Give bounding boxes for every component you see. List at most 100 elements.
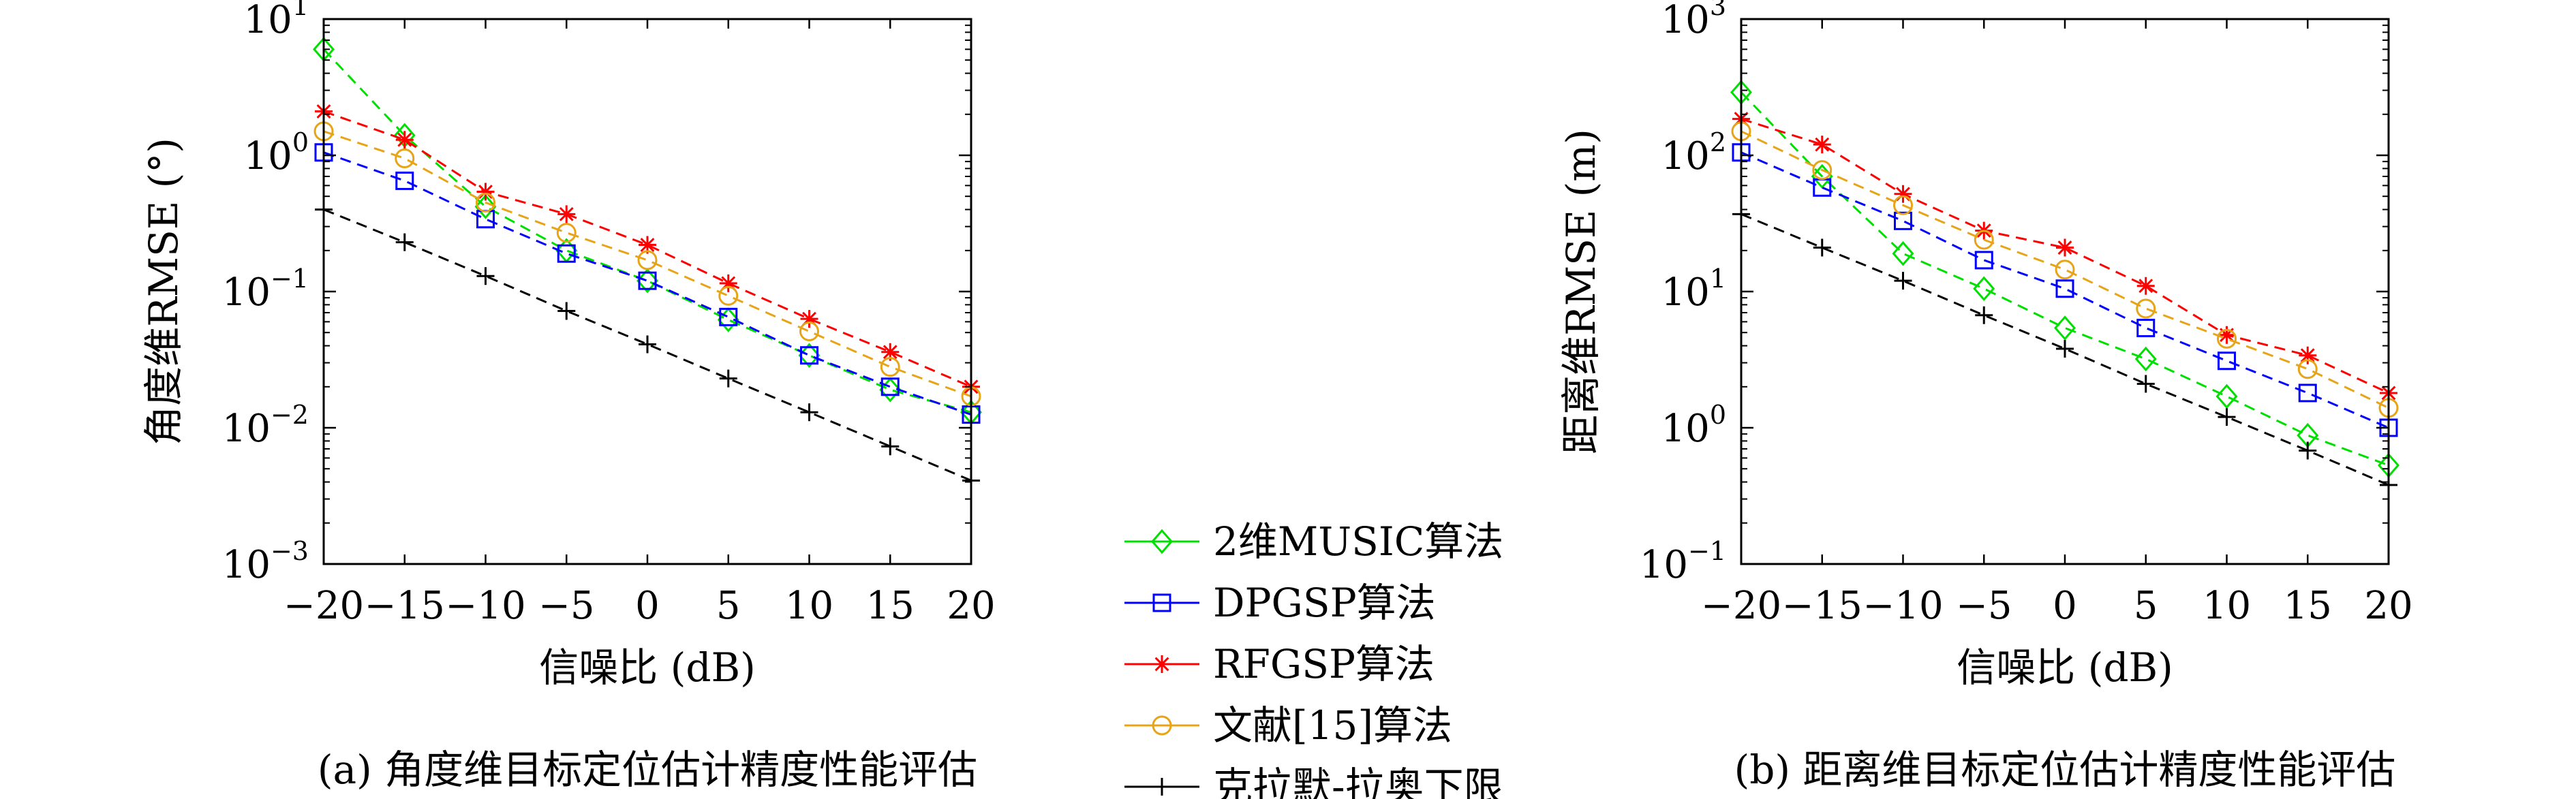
y-tick-exp-a-3: 0 [292, 127, 309, 157]
y-tick-base-b-0: 10 [1640, 543, 1688, 587]
y-tick-exp-a-1: −2 [271, 400, 309, 430]
y-tick-exp-a-4: 1 [292, 0, 309, 21]
data-point-a-4-4 [639, 335, 656, 354]
series-line-b-4 [1741, 213, 2389, 486]
y-tick-base-a-4: 10 [244, 0, 292, 42]
data-point-a-1-2 [476, 210, 495, 229]
data-point-b-3-6 [2217, 328, 2237, 349]
data-point-b-1-3 [1974, 251, 1993, 270]
x-tick-label-a-5: 5 [716, 584, 741, 628]
data-point-a-2-7 [881, 343, 900, 361]
y-tick-label-a-0: 10−3 [222, 536, 309, 587]
data-point-a-3-1 [395, 148, 415, 168]
data-point-a-2-4 [639, 236, 656, 254]
series-line-a-3 [323, 130, 972, 398]
data-point-b-2-6 [2218, 326, 2236, 344]
data-point-a-2-6 [800, 310, 818, 328]
series-line-b-0 [1740, 91, 2389, 467]
x-axis-label-b: 信噪比 (dB) [1957, 644, 2173, 691]
chart-panel-a: −20 −15 −10 −5 0 5 10 15 2010−310−210−1100101信噪比… [140, 0, 996, 793]
legend-marker-3 [1152, 715, 1172, 736]
x-tick-label-b-2: −10 [1862, 584, 1943, 628]
series-line-a-1 [323, 151, 972, 416]
legend-label-0: 2维MUSIC算法 [1213, 518, 1503, 565]
data-point-b-4-3 [1975, 306, 1993, 324]
data-point-b-3-1 [1812, 160, 1833, 181]
legend-marker-4 [1153, 778, 1171, 796]
data-point-a-3-4 [637, 250, 658, 270]
series-line-b-1 [1741, 151, 2389, 429]
y-tick-label-a-2: 10−1 [222, 264, 309, 315]
data-point-a-4-1 [395, 233, 414, 251]
y-tick-exp-a-0: −3 [271, 536, 309, 566]
data-point-b-4-2 [1894, 272, 1912, 290]
x-tick-label-a-3: −5 [538, 584, 595, 628]
data-point-a-1-1 [395, 171, 414, 190]
series-line-a-0 [322, 48, 972, 413]
data-point-b-0-3 [1973, 276, 1995, 302]
series-line-b-2 [1741, 118, 2389, 394]
data-point-a-4-7 [881, 437, 900, 456]
data-point-a-1-7 [880, 377, 900, 396]
data-point-b-4-6 [2218, 408, 2236, 426]
data-point-a-4-6 [800, 403, 818, 422]
legend-label-2: RFGSP算法 [1213, 641, 1435, 687]
y-tick-exp-b-4: 3 [1710, 0, 1726, 21]
data-point-a-2-1 [395, 131, 414, 149]
x-tick-label-a-4: 0 [635, 584, 660, 628]
data-point-a-2-2 [476, 183, 495, 201]
data-point-a-3-7 [880, 357, 900, 377]
data-point-b-0-2 [1892, 240, 1914, 266]
data-point-b-1-4 [2055, 279, 2074, 298]
data-point-b-0-6 [2215, 383, 2238, 409]
x-tick-label-b-3: −5 [1956, 584, 2012, 628]
data-point-b-4-7 [2299, 441, 2317, 460]
y-tick-exp-b-0: −1 [1688, 536, 1726, 566]
x-axis-label-a: 信噪比 (dB) [539, 644, 755, 691]
legend-marker-1 [1152, 593, 1171, 612]
data-point-b-1-2 [1894, 211, 1912, 230]
series-line-a-2 [323, 110, 972, 388]
y-tick-base-b-1: 10 [1661, 407, 1710, 451]
y-tick-label-b-2: 101 [1661, 264, 1726, 315]
x-tick-label-b-1: −15 [1782, 584, 1862, 628]
y-tick-label-a-1: 10−2 [222, 400, 309, 451]
plot-area-b [1740, 18, 2390, 565]
data-point-a-1-4 [638, 271, 657, 290]
data-point-a-0-7 [879, 377, 902, 403]
data-point-a-2-3 [557, 205, 576, 223]
x-tick-label-a-2: −10 [445, 584, 525, 628]
data-point-a-4-3 [557, 302, 576, 320]
legend-label-4: 克拉默-拉奥下限 [1213, 764, 1503, 799]
y-axis-label-a: 角度维RMSE (°) [140, 138, 187, 445]
panel-caption-a: (a) 角度维目标定位估计精度性能评估 [318, 747, 977, 793]
y-tick-base-a-3: 10 [244, 134, 292, 178]
y-tick-base-b-2: 10 [1661, 270, 1710, 315]
data-point-a-0-4 [637, 268, 658, 294]
data-point-b-2-1 [1813, 136, 1831, 154]
data-point-b-3-4 [2055, 260, 2075, 280]
y-tick-base-a-0: 10 [222, 543, 271, 587]
data-point-b-0-5 [2134, 346, 2157, 372]
y-tick-label-b-3: 102 [1661, 127, 1726, 178]
y-tick-label-a-3: 100 [244, 127, 309, 178]
x-tick-label-b-5: 5 [2134, 584, 2158, 628]
x-tick-label-a-7: 15 [866, 584, 915, 628]
x-tick-label-a-6: 10 [785, 584, 833, 628]
data-point-b-1-7 [2298, 383, 2317, 403]
y-tick-label-b-1: 100 [1661, 400, 1726, 451]
y-tick-base-b-4: 10 [1661, 0, 1710, 42]
data-point-a-2-5 [719, 274, 737, 292]
data-point-a-3-6 [799, 321, 819, 341]
x-tick-label-b-4: 0 [2053, 584, 2077, 628]
panel-caption-b: (b) 距离维目标定位估计精度性能评估 [1734, 747, 2396, 793]
data-point-b-2-5 [2136, 277, 2155, 295]
data-point-b-2-7 [2299, 346, 2317, 364]
data-point-b-3-2 [1893, 195, 1913, 215]
x-tick-label-b-0: −20 [1701, 584, 1781, 628]
y-tick-base-a-2: 10 [222, 270, 271, 315]
data-point-a-0-2 [474, 194, 497, 219]
